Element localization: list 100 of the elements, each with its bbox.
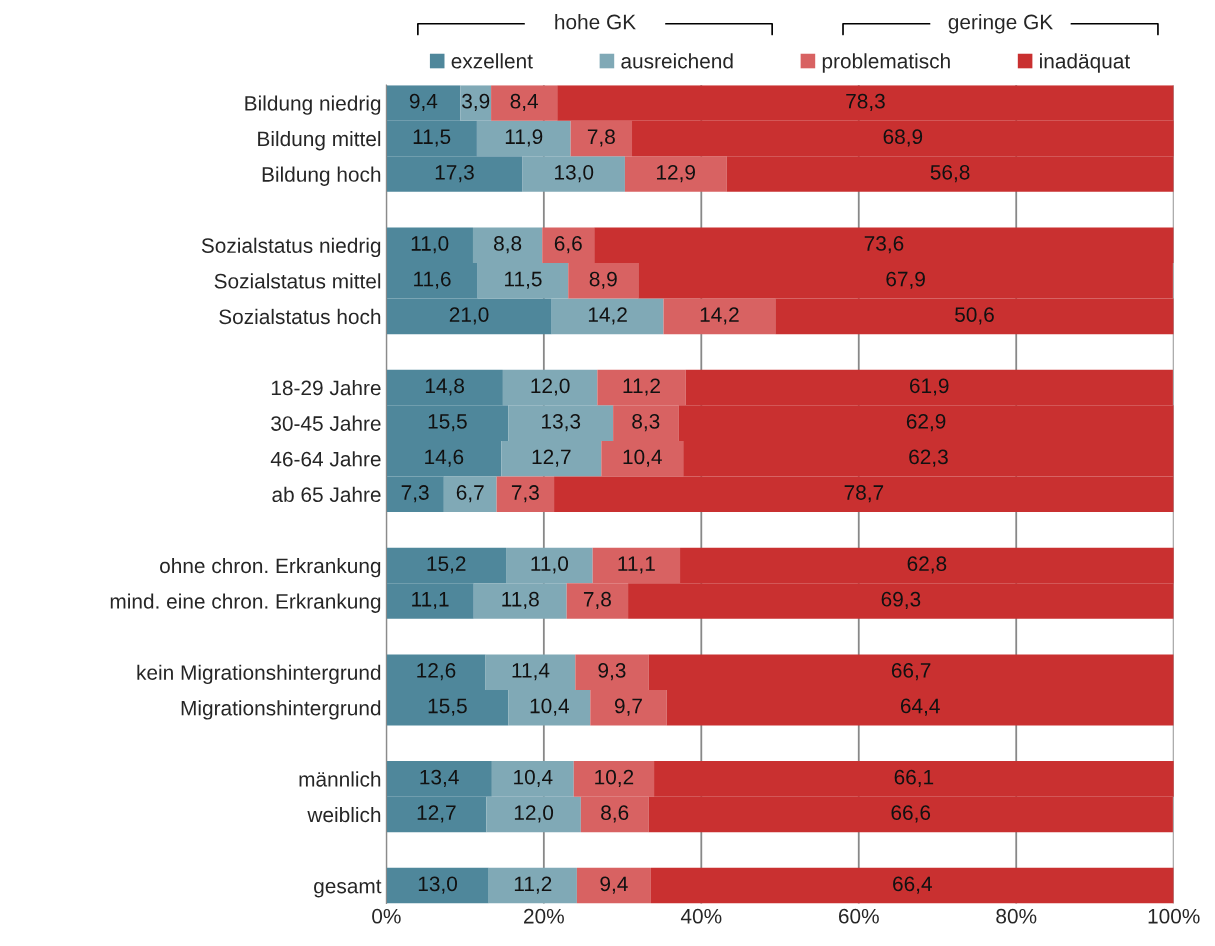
data-label: 62,9 xyxy=(906,413,946,432)
y-tick-label: kein Migrationshintergrund xyxy=(137,664,381,685)
data-label: 15,2 xyxy=(427,556,466,574)
data-label: 67,9 xyxy=(886,271,925,289)
data-label: 66,6 xyxy=(891,805,931,823)
data-label: 62,8 xyxy=(907,556,947,574)
data-label: 7,3 xyxy=(401,485,429,503)
data-label: 11,0 xyxy=(411,236,449,254)
y-tick-label: ohne chron. Erkrankung xyxy=(160,557,381,578)
data-label: 12,7 xyxy=(532,449,571,467)
data-label: 11,8 xyxy=(502,591,539,610)
data-label: 6,6 xyxy=(554,236,582,254)
data-label: 66,4 xyxy=(893,876,932,894)
y-tick-label: gesamt xyxy=(314,879,382,898)
data-label: 15,5 xyxy=(428,414,467,432)
data-label: 61,9 xyxy=(910,378,949,396)
data-label: 10,4 xyxy=(623,449,662,467)
data-label: 62,3 xyxy=(909,449,948,467)
data-label: 8,8 xyxy=(494,236,522,254)
data-label: 8,9 xyxy=(589,271,617,289)
data-label: 15,5 xyxy=(428,698,467,716)
data-label: 66,1 xyxy=(894,769,934,787)
data-label: 11,2 xyxy=(623,378,660,396)
data-label: 10,4 xyxy=(530,698,570,716)
data-label: 9,7 xyxy=(614,698,642,716)
data-label: 14,2 xyxy=(588,307,627,325)
y-tick-label: weiblich xyxy=(307,806,381,823)
y-tick-label: mind. eine chron. Erkrankung xyxy=(110,593,381,613)
y-tick-label: 18-29 Jahre xyxy=(271,380,381,396)
data-label: 56,8 xyxy=(930,164,970,183)
y-tick-label: 30-45 Jahre xyxy=(271,415,381,431)
data-label: 14,6 xyxy=(425,449,464,467)
data-label: 66,7 xyxy=(891,663,931,681)
x-tick-label: 100% xyxy=(1148,908,1200,924)
data-label: 9,4 xyxy=(409,93,438,111)
y-tick-label: ab 65 Jahre xyxy=(272,486,381,503)
x-tick-label: 60% xyxy=(838,908,879,924)
bar xyxy=(488,867,577,904)
data-label: 7,3 xyxy=(511,485,539,503)
data-label: 13,3 xyxy=(542,413,581,432)
x-tick-label: 40% xyxy=(680,908,722,924)
y-tick-label: Sozialstatus mittel xyxy=(214,273,381,289)
x-tick-label: 20% xyxy=(524,908,564,924)
data-label: 14,2 xyxy=(700,307,739,325)
data-label: 12,0 xyxy=(514,805,554,823)
data-label: 11,5 xyxy=(413,129,451,147)
data-label: 11,9 xyxy=(505,129,543,147)
data-label: 73,6 xyxy=(864,236,904,254)
data-label: 78,3 xyxy=(846,93,885,111)
data-label: 10,4 xyxy=(514,769,553,787)
data-label: 12,7 xyxy=(417,805,456,823)
text: geringe GK xyxy=(948,14,1053,34)
x-tick-label: 80% xyxy=(996,908,1037,924)
x-tick-label: 0% xyxy=(372,908,401,924)
bar xyxy=(650,867,1174,904)
data-label: 64,4 xyxy=(900,698,940,716)
data-label: 11,0 xyxy=(531,556,569,574)
legend-label: problematisch xyxy=(822,53,950,73)
bar xyxy=(576,867,651,904)
data-label: 11,6 xyxy=(414,271,451,289)
data-label: 8,3 xyxy=(632,413,660,432)
data-label: 9,4 xyxy=(600,876,628,894)
data-label: 12,9 xyxy=(657,164,695,183)
data-label: 7,8 xyxy=(587,129,615,147)
y-tick-label: Bildung niedrig xyxy=(245,95,381,115)
data-label: 11,5 xyxy=(505,271,542,289)
data-label: 50,6 xyxy=(955,307,994,325)
y-tick-label: Sozialstatus hoch xyxy=(219,308,381,325)
y-tick-label: Bildung mittel xyxy=(258,130,381,151)
data-label: 78,7 xyxy=(844,485,884,503)
y-tick-label: Sozialstatus niedrig xyxy=(201,237,381,258)
data-label: 6,7 xyxy=(456,485,484,503)
data-label: 3,9 xyxy=(462,93,490,111)
data-label: 9,3 xyxy=(598,663,626,681)
text: hohe GK xyxy=(555,14,636,30)
data-label: 17,3 xyxy=(435,164,474,183)
data-label: 21,0 xyxy=(449,307,489,325)
y-tick-label: 46-64 Jahre xyxy=(270,451,381,467)
data-label: 69,3 xyxy=(881,591,921,610)
bar xyxy=(496,476,555,513)
legend-label: exzellent xyxy=(451,53,533,69)
data-label: 11,1 xyxy=(618,556,655,574)
bar xyxy=(443,476,497,513)
bar xyxy=(491,85,558,121)
y-tick-label: Bildung hoch xyxy=(262,166,381,186)
y-tick-label: männlich xyxy=(299,771,381,787)
legend-label: ausreichend xyxy=(621,53,733,69)
data-label: 14,8 xyxy=(425,378,464,396)
bar xyxy=(386,867,489,904)
y-tick-label: Migrationshintergrund xyxy=(181,700,381,720)
data-label: 8,4 xyxy=(510,93,539,111)
data-label: 8,6 xyxy=(601,805,629,823)
bar xyxy=(663,298,776,335)
data-label: 11,1 xyxy=(412,592,449,610)
data-label: 13,0 xyxy=(555,164,594,183)
data-label: 13,0 xyxy=(418,876,458,894)
data-label: 12,0 xyxy=(531,378,570,396)
data-label: 13,4 xyxy=(420,769,459,787)
data-label: 11,2 xyxy=(514,876,552,894)
data-label: 12,6 xyxy=(417,663,456,681)
